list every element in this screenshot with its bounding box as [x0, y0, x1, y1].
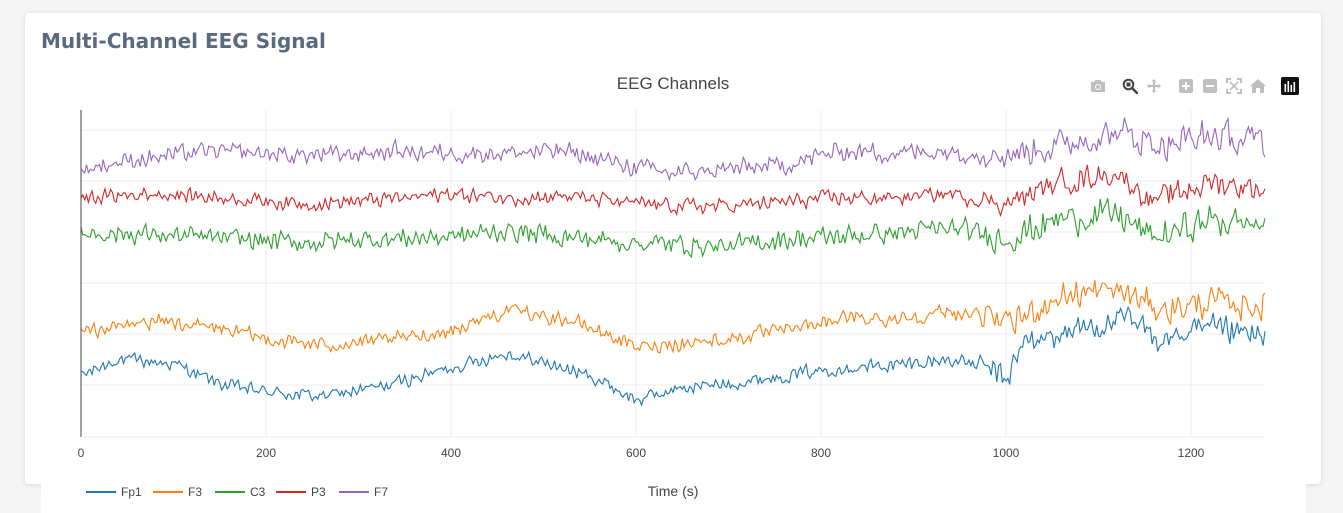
legend-item-fp1[interactable]: Fp1 — [86, 485, 142, 499]
x-tick-label: 600 — [626, 446, 646, 460]
legend-label: Fp1 — [121, 485, 142, 499]
legend-item-c3[interactable]: C3 — [215, 485, 266, 499]
trace-fp1[interactable] — [80, 305, 1266, 407]
zoom-in-icon[interactable] — [1176, 76, 1196, 96]
trace-p3[interactable] — [80, 164, 1266, 218]
legend-label: P3 — [311, 485, 326, 499]
trace-c3[interactable] — [80, 198, 1266, 259]
x-tick-label: 400 — [441, 446, 461, 460]
zoom-out-icon[interactable] — [1200, 76, 1220, 96]
home-icon[interactable] — [1248, 76, 1268, 96]
legend-label: F3 — [188, 485, 202, 499]
pan-icon[interactable] — [1144, 76, 1164, 96]
trace-f7[interactable] — [80, 116, 1266, 182]
modebar — [1088, 76, 1300, 96]
legend-item-p3[interactable]: P3 — [276, 485, 326, 499]
x-tick-label: 0 — [78, 446, 85, 460]
camera-icon[interactable] — [1088, 76, 1108, 96]
legend-item-f7[interactable]: F7 — [339, 485, 388, 499]
traces[interactable] — [80, 116, 1266, 407]
autoscale-icon[interactable] — [1224, 76, 1244, 96]
legend-background — [41, 484, 1306, 513]
zoom-icon[interactable] — [1120, 76, 1140, 96]
legend[interactable]: Fp1 F3 C3 P3 F7 — [86, 485, 388, 499]
plotly-logo-icon[interactable] — [1280, 76, 1300, 96]
legend-item-f3[interactable]: F3 — [153, 485, 202, 499]
x-tick-label: 1200 — [1178, 446, 1205, 460]
card-title: Multi-Channel EEG Signal — [41, 29, 326, 53]
chart-title: EEG Channels — [617, 74, 729, 93]
x-tick-label: 1000 — [993, 446, 1020, 460]
gridlines — [81, 110, 1265, 437]
legend-label: C3 — [250, 485, 266, 499]
axes: 0 200 400 600 800 1000 1200 — [78, 110, 1265, 460]
x-tick-label: 800 — [811, 446, 831, 460]
x-axis-title: Time (s) — [648, 483, 699, 499]
x-tick-label: 200 — [256, 446, 276, 460]
legend-label: F7 — [374, 485, 388, 499]
trace-f3[interactable] — [80, 280, 1266, 354]
